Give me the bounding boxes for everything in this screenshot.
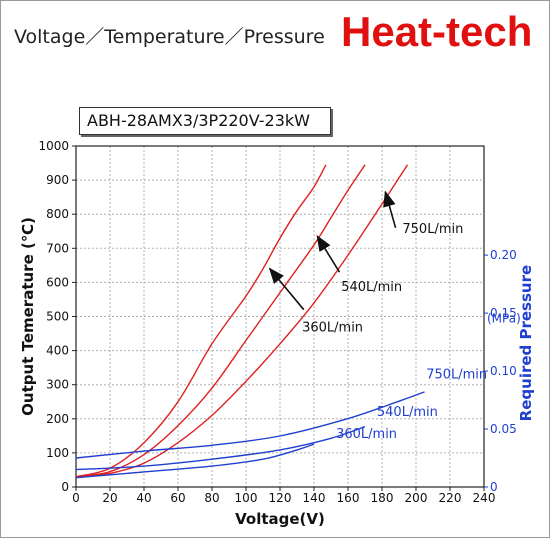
x-axis-label: Voltage(V) xyxy=(235,510,325,528)
y2-unit-label: (MPa) xyxy=(487,312,521,326)
temperature-line-360l-min xyxy=(75,164,327,478)
y2-tick-label: 0.05 xyxy=(490,422,517,436)
x-tick-label: 40 xyxy=(136,491,151,505)
y-tick-label: 400 xyxy=(46,344,69,358)
y2-tick-label: 0 xyxy=(490,480,498,494)
y2-axis-label: Required Pressure xyxy=(517,265,535,421)
y-tick-label: 600 xyxy=(46,275,69,289)
x-tick-label: 80 xyxy=(204,491,219,505)
x-tick-label: 160 xyxy=(337,491,360,505)
pressure-line-540l-min xyxy=(75,426,366,471)
y-axis-label: Output Temerature (℃) xyxy=(19,217,37,416)
y-tick-label: 100 xyxy=(46,446,69,460)
x-tick-label: 20 xyxy=(102,491,117,505)
temperature-line-540l-min xyxy=(75,164,366,478)
x-tick-label: 200 xyxy=(405,491,428,505)
annotation-arrow-360 xyxy=(268,267,305,311)
y-tick-label: 1000 xyxy=(38,139,69,153)
x-tick-label: 60 xyxy=(170,491,185,505)
model-label: ABH-28AMX3/3P220V-23kW xyxy=(87,111,310,130)
annotation-540-pressure: 540L/min xyxy=(377,405,438,420)
y2-tick-label: 0.20 xyxy=(490,248,517,262)
y2-tick-label: 0.10 xyxy=(490,364,517,378)
y-tick-label: 0 xyxy=(61,480,69,494)
annotation-750-pressure: 750L/min xyxy=(426,367,487,382)
x-tick-label: 240 xyxy=(473,491,496,505)
y-tick-label: 700 xyxy=(46,241,69,255)
annotation-360-pressure: 360L/min xyxy=(336,427,397,442)
y-tick-label: 300 xyxy=(46,378,69,392)
annotation-540-temperature: 540L/min xyxy=(341,280,402,295)
x-tick-label: 180 xyxy=(371,491,394,505)
x-tick-label: 140 xyxy=(303,491,326,505)
model-label-box: ABH-28AMX3/3P220V-23kW xyxy=(79,107,331,135)
y-tick-label: 900 xyxy=(46,173,69,187)
annotation-750-temperature: 750L/min xyxy=(402,222,463,237)
annotation-arrow-750 xyxy=(383,190,397,229)
x-tick-label: 0 xyxy=(72,491,80,505)
brand-logo: Heat-tech xyxy=(341,8,533,55)
x-tick-label: 100 xyxy=(235,491,258,505)
x-tick-label: 120 xyxy=(269,491,292,505)
chart-header-title: Voltage／Temperature／Pressure xyxy=(14,26,325,48)
pressure-line-360l-min xyxy=(75,443,315,479)
x-tick-label: 220 xyxy=(439,491,462,505)
pressure-line-750l-min xyxy=(75,391,425,459)
y-tick-label: 200 xyxy=(46,412,69,426)
y-tick-label: 800 xyxy=(46,207,69,221)
y2-tick-label: 0.15 xyxy=(490,306,517,320)
annotation-arrow-540 xyxy=(316,235,341,273)
y-tick-label: 500 xyxy=(46,310,69,324)
annotation-360-temperature: 360L/min xyxy=(302,321,363,336)
